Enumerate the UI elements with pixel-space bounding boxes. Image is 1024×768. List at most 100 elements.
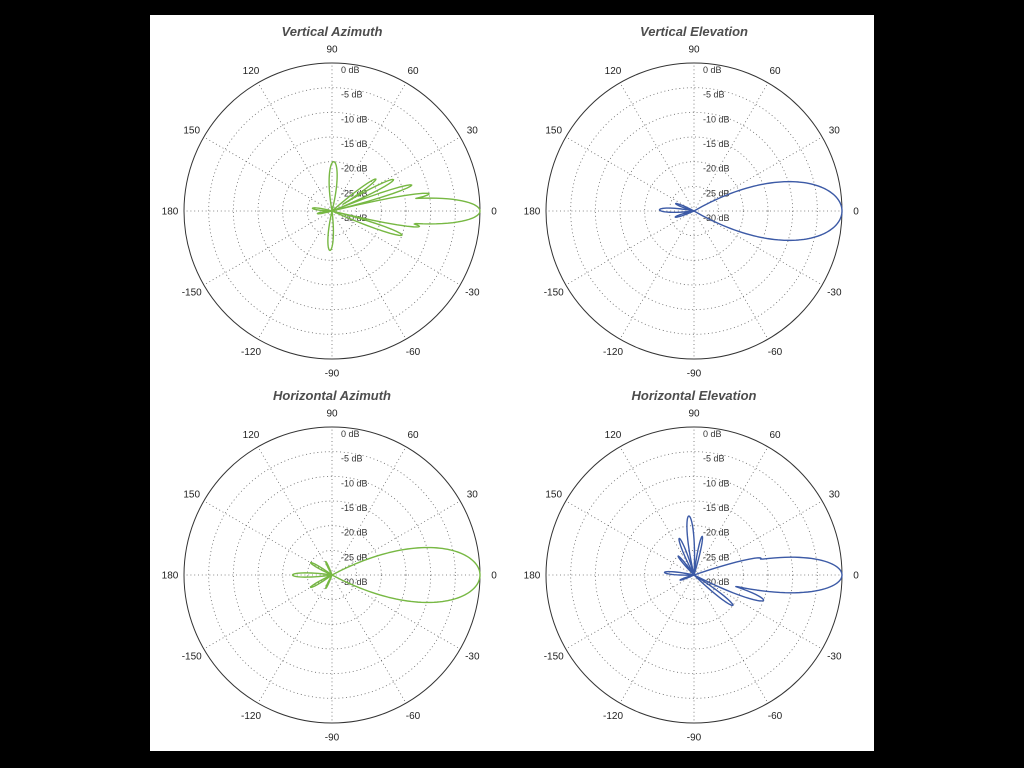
radial-tick-label: -25 dB <box>703 188 730 198</box>
chart-panel: Vertical Azimuth Vertical Elevation Hori… <box>150 15 874 751</box>
grid-spoke <box>565 574 695 650</box>
angle-tick-label: 30 <box>467 126 479 137</box>
angle-tick-label: -120 <box>241 711 261 722</box>
radial-tick-label: 0 dB <box>703 429 722 439</box>
angle-tick-label: 90 <box>326 45 338 56</box>
grid-ring <box>668 549 720 601</box>
grid-spoke <box>619 574 695 704</box>
radial-tick-label: 0 dB <box>703 65 722 75</box>
radial-tick-label: -25 dB <box>341 552 368 562</box>
angle-tick-label: 120 <box>605 430 622 441</box>
grid-ring <box>208 87 456 335</box>
radial-tick-label: -20 dB <box>703 528 730 538</box>
radial-tick-label: -15 dB <box>703 139 730 149</box>
grid-spoke <box>565 136 695 212</box>
polar-plot-vertical-elevation: 0 30 60 90 120 150 180 -150 -120 -90 -60 -30 0 dB -5 … <box>524 45 860 380</box>
radial-tick-label: -20 dB <box>703 164 730 174</box>
grid-spoke <box>619 82 695 212</box>
radial-tick-label: -5 dB <box>703 454 725 464</box>
angle-tick-label: -30 <box>827 652 842 663</box>
angle-tick-label: 0 <box>853 571 859 582</box>
radial-tick-label: -30 dB <box>341 577 368 587</box>
title-vertical-azimuth: Vertical Azimuth <box>281 24 383 39</box>
angle-tick-label: 120 <box>605 66 622 77</box>
angle-tick-label: 120 <box>243 430 260 441</box>
angle-tick-label: -60 <box>406 711 421 722</box>
radiation-pattern-curve <box>658 180 843 242</box>
radial-tick-label: -20 dB <box>341 528 368 538</box>
grid-ring <box>619 500 769 650</box>
radial-tick-label: -20 dB <box>341 164 368 174</box>
radiation-pattern-curve <box>663 515 843 607</box>
angle-tick-label: 30 <box>467 490 479 501</box>
angle-tick-label: 90 <box>326 409 338 420</box>
radial-tick-label: -10 dB <box>341 114 368 124</box>
angle-tick-label: -150 <box>182 288 202 299</box>
grid-ring <box>644 161 744 261</box>
radiation-pattern-curve <box>311 161 481 252</box>
angle-tick-label: 30 <box>829 490 841 501</box>
angle-tick-label: -120 <box>603 711 623 722</box>
grid-spoke <box>331 574 407 704</box>
angle-tick-label: 120 <box>243 66 260 77</box>
angle-tick-label: 150 <box>183 490 200 501</box>
grid-ring <box>570 451 818 699</box>
angle-tick-label: -30 <box>827 288 842 299</box>
angle-tick-label: 60 <box>769 66 781 77</box>
radial-tick-label: -25 dB <box>703 552 730 562</box>
radial-tick-label: -15 dB <box>703 503 730 513</box>
radial-tick-label: -30 dB <box>703 213 730 223</box>
angle-tick-label: 180 <box>162 207 179 218</box>
angle-tick-label: 60 <box>769 430 781 441</box>
angle-tick-label: -150 <box>182 652 202 663</box>
grid-spoke <box>203 210 333 286</box>
angle-tick-label: -90 <box>687 733 702 744</box>
angle-tick-label: -120 <box>241 347 261 358</box>
grid-ring <box>282 161 382 261</box>
grid-spoke <box>693 210 769 340</box>
radial-tick-label: -15 dB <box>341 503 368 513</box>
angle-tick-label: 150 <box>183 126 200 137</box>
grid-ring <box>257 500 407 650</box>
angle-tick-label: 90 <box>688 45 700 56</box>
angle-tick-label: 0 <box>853 207 859 218</box>
angle-tick-label: 0 <box>491 207 497 218</box>
radial-tick-label: 0 dB <box>341 429 360 439</box>
grid-spoke <box>257 82 333 212</box>
title-horizontal-azimuth: Horizontal Azimuth <box>273 388 391 403</box>
radial-tick-label: -30 dB <box>341 213 368 223</box>
angle-tick-label: 90 <box>688 409 700 420</box>
radial-tick-label: -5 dB <box>341 90 363 100</box>
angle-tick-label: 180 <box>162 571 179 582</box>
angle-tick-label: -60 <box>406 347 421 358</box>
angle-tick-label: -150 <box>544 652 564 663</box>
angle-tick-label: 180 <box>524 207 541 218</box>
grid-spoke <box>203 136 333 212</box>
angle-tick-label: -90 <box>687 369 702 380</box>
grid-ring <box>594 111 794 311</box>
radial-tick-label: -10 dB <box>341 478 368 488</box>
angle-tick-label: 60 <box>407 66 419 77</box>
radial-tick-label: -5 dB <box>341 454 363 464</box>
angle-tick-label: -120 <box>603 347 623 358</box>
polar-plot-horizontal-azimuth: 0 30 60 90 120 150 180 -150 -120 -90 -60 -30 0 dB -5 … <box>162 409 498 744</box>
grid-ring <box>232 475 432 675</box>
grid-spoke <box>257 574 333 704</box>
grid-ring <box>208 451 456 699</box>
angle-tick-label: -90 <box>325 369 340 380</box>
angle-tick-label: 60 <box>407 430 419 441</box>
radial-tick-label: -15 dB <box>341 139 368 149</box>
grid-ring <box>570 87 818 335</box>
radial-tick-label: -30 dB <box>703 577 730 587</box>
angle-tick-label: 150 <box>545 490 562 501</box>
angle-tick-label: -90 <box>325 733 340 744</box>
grid-spoke <box>203 574 333 650</box>
grid-spoke <box>619 446 695 576</box>
radial-tick-label: 0 dB <box>341 65 360 75</box>
angle-tick-label: -150 <box>544 288 564 299</box>
polar-plot-horizontal-elevation: 0 30 60 90 120 150 180 -150 -120 -90 -60 -30 0 dB -5 … <box>524 409 860 744</box>
angle-tick-label: 180 <box>524 571 541 582</box>
angle-tick-label: 30 <box>829 126 841 137</box>
angle-tick-label: 0 <box>491 571 497 582</box>
grid-spoke <box>693 574 769 704</box>
